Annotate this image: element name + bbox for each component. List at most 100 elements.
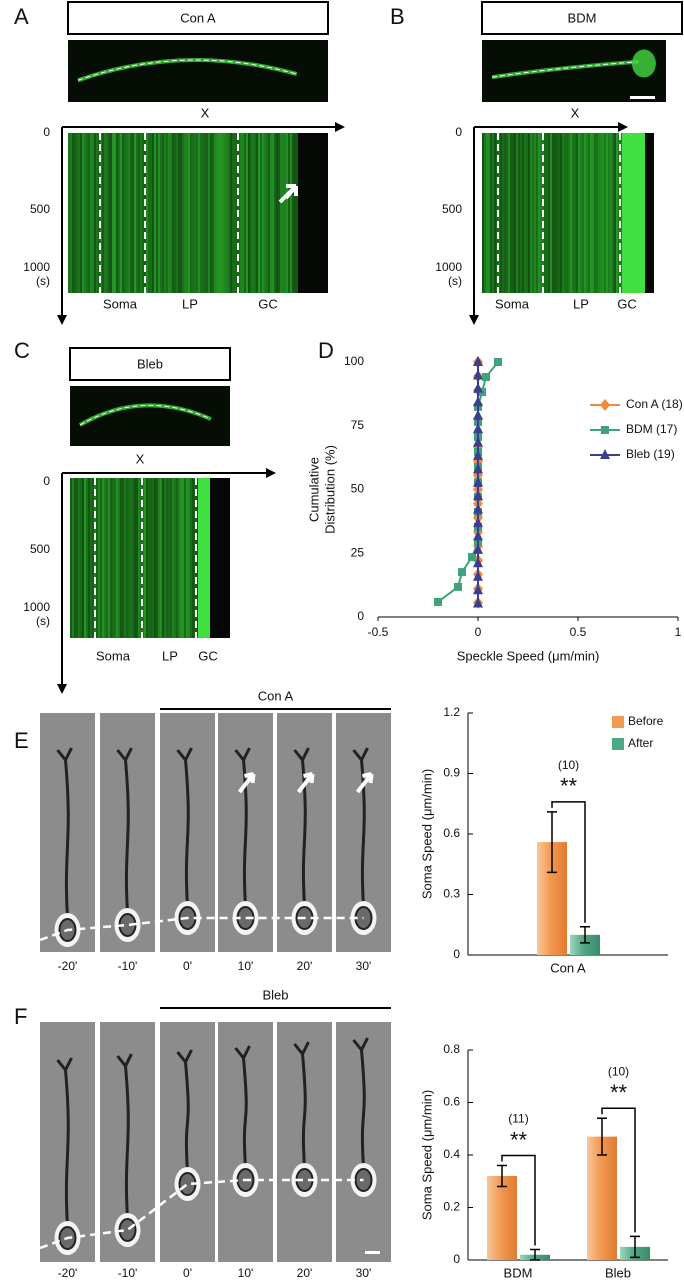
- kymo-stripe: [548, 133, 550, 293]
- panel-title: Con A: [180, 10, 216, 25]
- arrow: [355, 772, 374, 794]
- kymo-stripe: [550, 133, 552, 293]
- kymo-stripe: [534, 133, 536, 293]
- kymo-stripe: [96, 478, 98, 638]
- kymo-stripe: [158, 478, 160, 638]
- arrow-head: [335, 122, 345, 132]
- kymo-stripe: [176, 478, 178, 638]
- kymo-stripe: [530, 133, 532, 293]
- arrow-head: [57, 315, 67, 325]
- significance-bracket: [501, 1154, 536, 1246]
- kymo-stripe: [536, 133, 538, 293]
- kymo-stripe: [484, 133, 486, 293]
- legend-label: Before: [628, 714, 664, 728]
- kymo-stripe: [90, 133, 92, 293]
- kymo-stripe: [126, 133, 128, 293]
- kymo-stripe: [584, 133, 586, 293]
- time-label: -10': [118, 959, 138, 973]
- x-axis-label: Speckle Speed (μm/min): [457, 648, 600, 663]
- data-point: [473, 382, 483, 393]
- kymo-stripe: [122, 133, 124, 293]
- kymo-stripe: [92, 478, 94, 638]
- y-tick-label: 0.8: [443, 1042, 460, 1056]
- kymo-stripe: [130, 133, 132, 293]
- region-label: Soma: [495, 296, 530, 311]
- kymo-stripe: [502, 133, 504, 293]
- kymo-stripe: [150, 478, 152, 638]
- region-label: GC: [617, 296, 637, 311]
- arrow-head: [266, 468, 276, 478]
- kymo-stripe: [100, 478, 102, 638]
- error-bar: [580, 926, 590, 944]
- kymo-stripe: [84, 478, 86, 638]
- y-unit: (s): [448, 274, 462, 288]
- kymo-stripe: [488, 133, 490, 293]
- treatment-label: Con A: [258, 688, 294, 703]
- kymo-stripe: [88, 133, 90, 293]
- kymo-stripe: [200, 133, 202, 293]
- data-point: [482, 373, 490, 382]
- data-point: [473, 570, 483, 581]
- kymo-stripe: [160, 478, 162, 638]
- kymo-stripe: [604, 133, 606, 293]
- kymo-stripe: [106, 478, 108, 638]
- kymo-stripe: [120, 133, 122, 293]
- kymo-stripe: [592, 133, 594, 293]
- kymo-stripe: [294, 133, 296, 293]
- kymo-stripe: [606, 133, 608, 293]
- arrow-head: [469, 315, 479, 325]
- neurite: [176, 1049, 193, 1173]
- series-line: [437, 361, 499, 603]
- kymo-stripe: [290, 133, 292, 293]
- time-label: -10': [118, 1266, 138, 1280]
- y-tick-label: 0.3: [443, 887, 460, 901]
- kymo-stripe: [208, 133, 210, 293]
- kymo-stripe: [192, 133, 194, 293]
- kymo-stripe: [234, 133, 236, 293]
- kymo-stripe: [274, 133, 276, 293]
- kymo-stripe: [522, 133, 524, 293]
- bar: [487, 1176, 517, 1260]
- y-tick-label: 0: [453, 1252, 460, 1266]
- neurite: [56, 1057, 73, 1227]
- error-bar: [630, 1235, 640, 1259]
- region-label: Soma: [96, 648, 131, 663]
- kymo-stripe: [80, 133, 82, 293]
- kymo-stripe: [600, 133, 602, 293]
- kymo-stripe: [222, 133, 224, 293]
- error-bar: [597, 1117, 607, 1156]
- kymo-stripe: [110, 478, 112, 638]
- kymo-stripe: [122, 478, 124, 638]
- kymo-stripe: [86, 133, 88, 293]
- kymo-stripe: [170, 478, 172, 638]
- data-point: [473, 490, 483, 501]
- region-label: GC: [258, 296, 278, 311]
- panel-label: D: [318, 338, 334, 363]
- y-axis-label: Distribution (%): [322, 445, 337, 534]
- arrow-head: [57, 684, 67, 694]
- kymo-bright: [198, 478, 210, 638]
- kymo-stripe: [526, 133, 528, 293]
- significance-stars: **: [560, 774, 578, 799]
- data-point: [473, 449, 483, 460]
- x-tick-label: Con A: [550, 960, 586, 975]
- kymo-stripe: [178, 478, 180, 638]
- kymo-stripe: [166, 478, 168, 638]
- kymo-stripe: [124, 478, 126, 638]
- title-box: [69, 347, 231, 381]
- legend-label: Con A (18): [626, 397, 683, 411]
- kymo-stripe: [166, 133, 168, 293]
- kymo-stripe: [86, 478, 88, 638]
- kymo-stripe: [94, 133, 96, 293]
- kymo-stripe: [220, 133, 222, 293]
- data-point: [434, 597, 442, 606]
- data-point: [473, 409, 483, 420]
- kymo-stripe: [516, 133, 518, 293]
- kymo-stripe: [104, 133, 106, 293]
- kymo-stripe: [572, 133, 574, 293]
- kymo-stripe: [132, 478, 134, 638]
- legend-label: BDM (17): [626, 422, 677, 436]
- kymo-stripe: [258, 133, 260, 293]
- kymo-stripe: [286, 133, 288, 293]
